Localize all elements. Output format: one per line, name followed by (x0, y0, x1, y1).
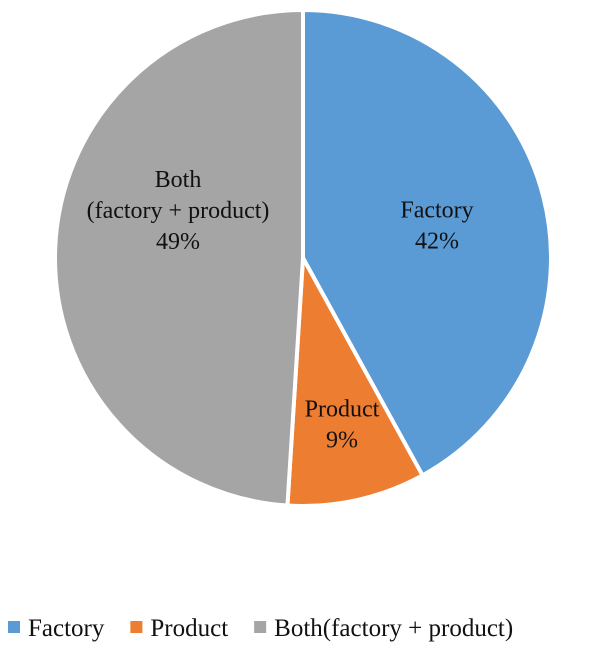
legend-label: Factory (28, 615, 105, 642)
legend-swatch (130, 621, 143, 633)
pie-slice-both-factory-product (53, 8, 305, 508)
data-label-both-factory-product: Both (factory + product) 49% (87, 167, 270, 255)
data-label-factory: Factory 42% (400, 198, 473, 255)
data-label-line: Both (155, 167, 202, 193)
data-label-line: 9% (326, 428, 358, 454)
legend-item-product: Product (130, 615, 228, 642)
pie-labels: Factory 42% Product 9% Both (factory + produc… (87, 167, 474, 454)
data-label-line: Product (305, 397, 380, 423)
data-label-line: 49% (156, 229, 200, 255)
data-label-line: 42% (415, 229, 459, 255)
legend-swatch (8, 621, 20, 633)
pie-slices (53, 8, 553, 508)
chart-legend: Factory Product Both(factory + product) (8, 615, 513, 642)
data-label-line: (factory + product) (87, 198, 270, 224)
legend-item-factory: Factory (8, 615, 105, 642)
data-label-line: Factory (400, 198, 473, 224)
pie-slice-product (285, 256, 425, 508)
data-label-product: Product 9% (305, 397, 380, 454)
pie-slice-factory (301, 8, 553, 478)
legend-label: Product (150, 615, 228, 642)
legend-swatch (254, 621, 267, 633)
legend-label: Both(factory + product) (274, 615, 513, 642)
legend-item-both-factory-product: Both(factory + product) (254, 615, 513, 642)
